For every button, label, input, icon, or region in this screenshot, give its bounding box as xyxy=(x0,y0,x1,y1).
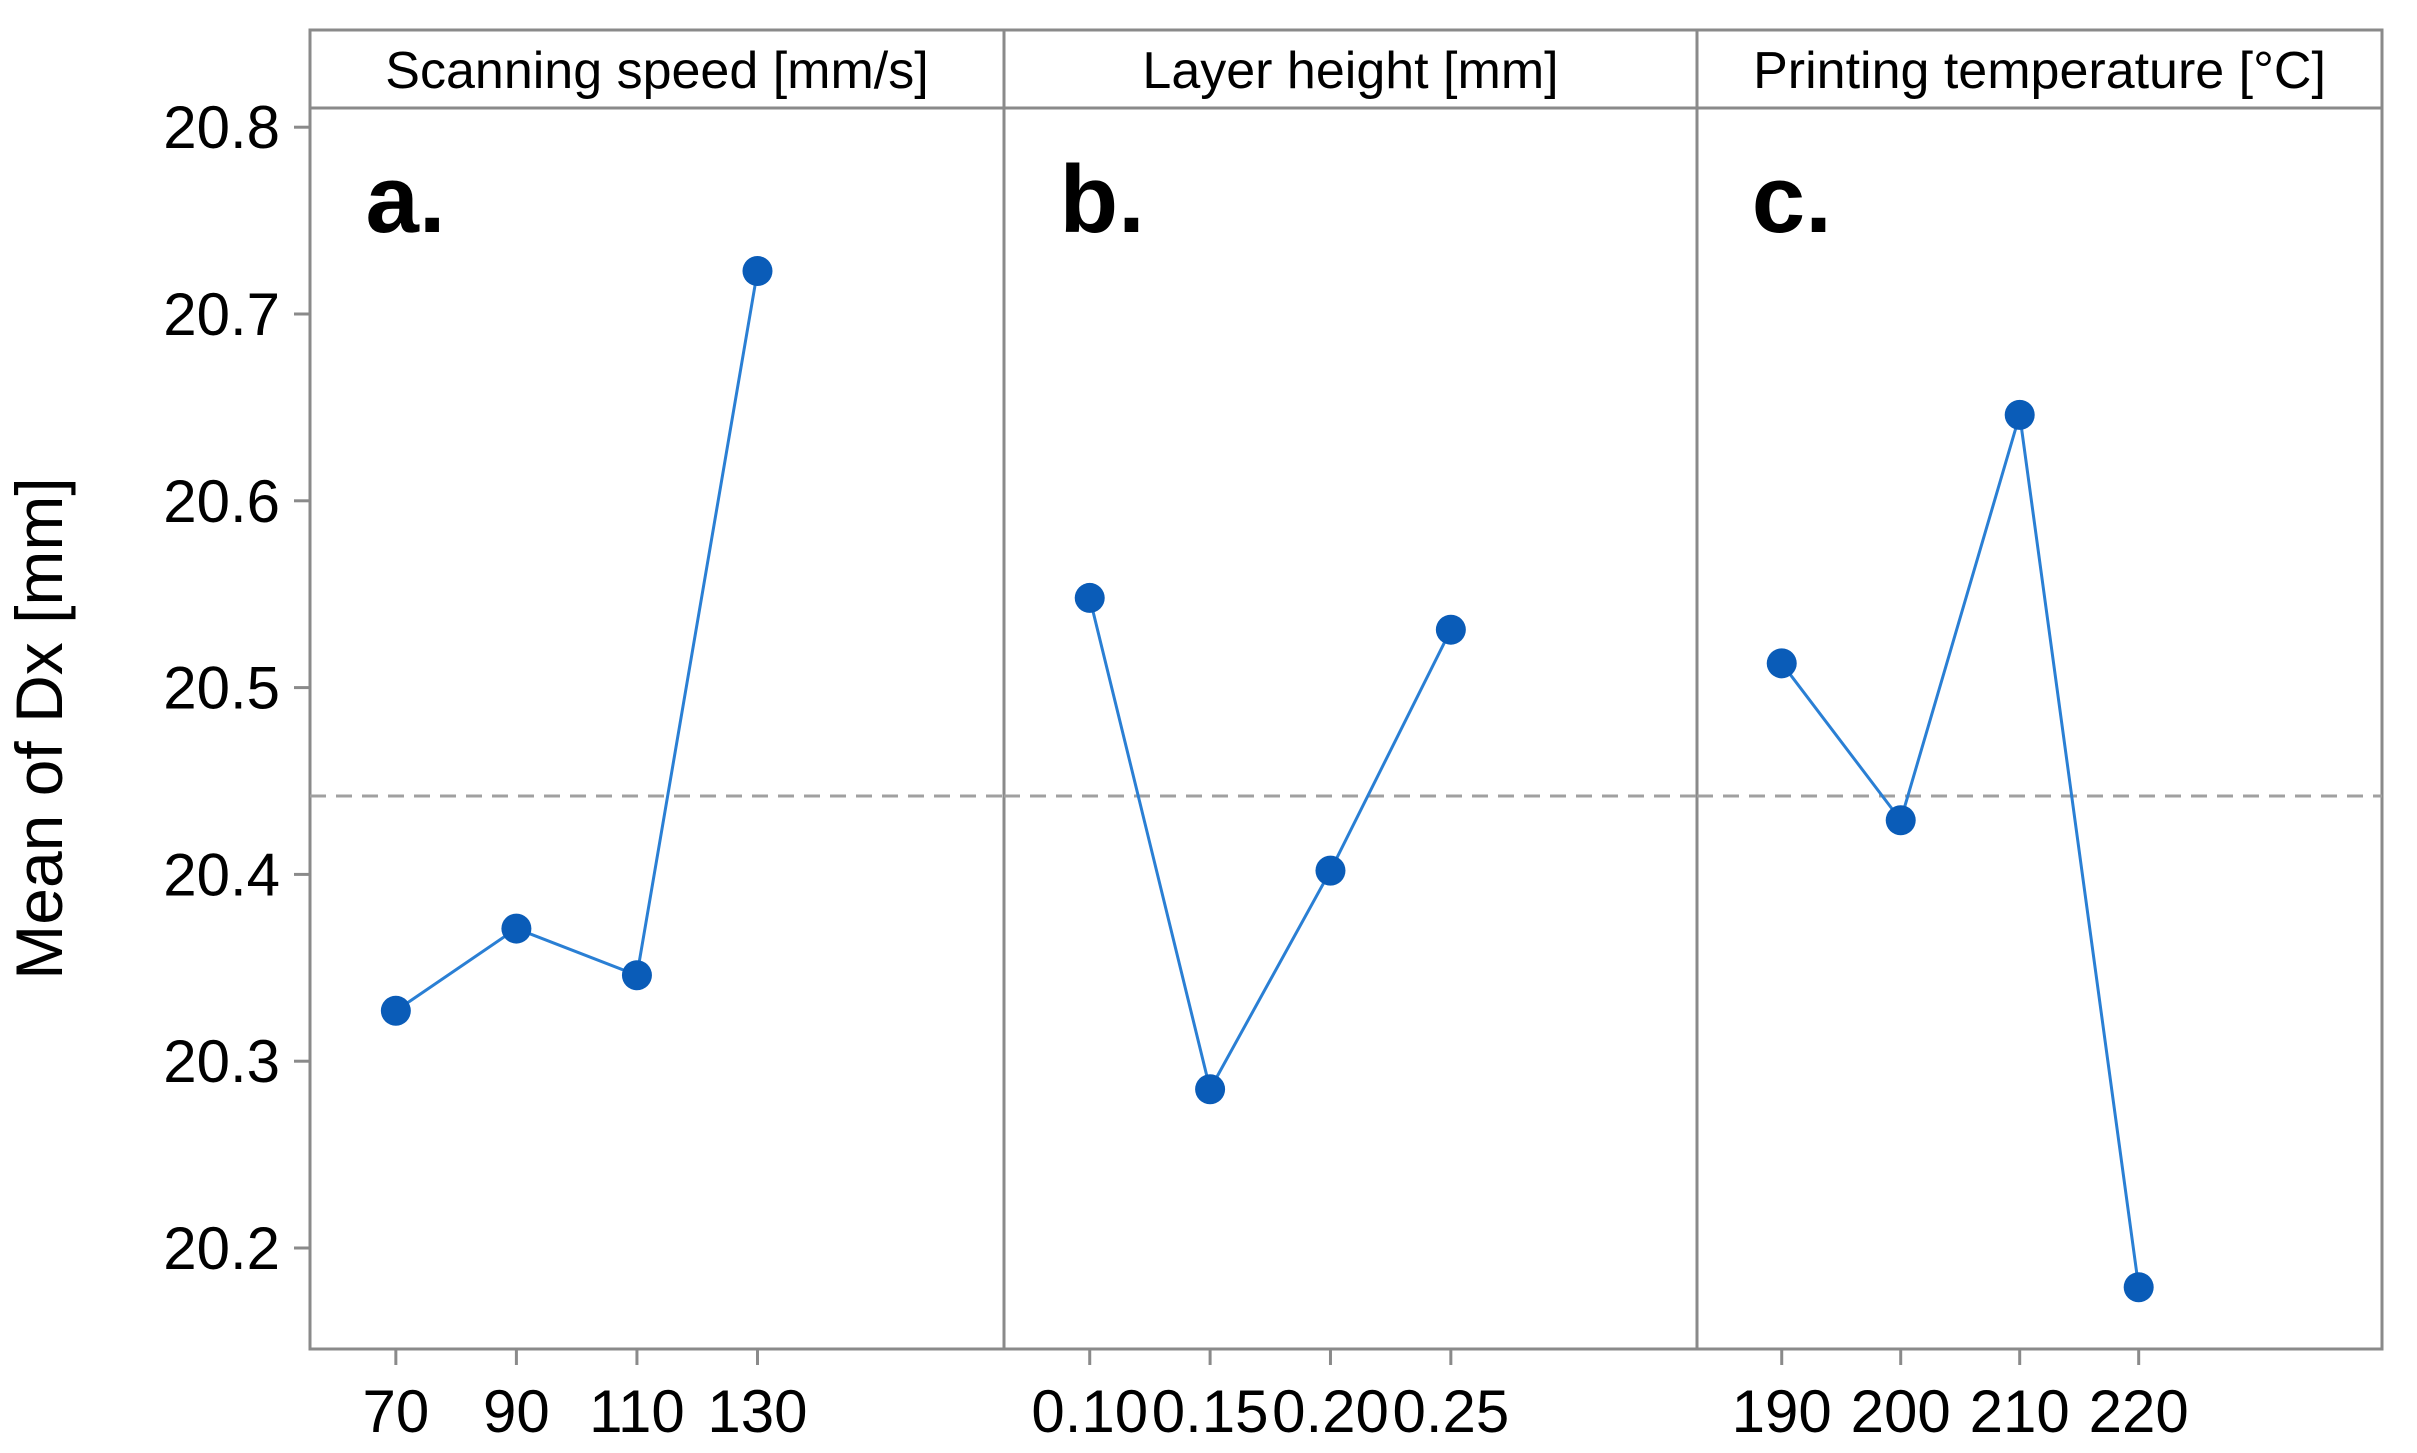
y-tick-label: 20.2 xyxy=(163,1215,280,1282)
y-tick-label: 20.3 xyxy=(163,1028,280,1095)
x-tick-label: 190 xyxy=(1732,1378,1832,1445)
y-axis-label: Mean of Dx [mm] xyxy=(2,477,76,979)
x-tick-label: 90 xyxy=(483,1378,550,1445)
data-point xyxy=(1766,648,1797,679)
y-tick-label: 20.7 xyxy=(163,281,280,348)
x-tick-label: 210 xyxy=(1970,1378,2070,1445)
data-point xyxy=(1885,805,1916,836)
panel-letter: c. xyxy=(1752,146,1832,253)
x-tick-label: 0.15 xyxy=(1152,1378,1269,1445)
series-lines xyxy=(395,270,2141,1288)
series-line xyxy=(1088,597,1453,1094)
data-point xyxy=(621,960,652,991)
series-line xyxy=(1780,414,2141,1288)
panel-letter: b. xyxy=(1059,146,1144,253)
series-markers xyxy=(380,256,2154,1303)
y-tick-label: 20.5 xyxy=(163,655,280,722)
x-tick-label: 130 xyxy=(707,1378,807,1445)
x-tick-label: 0.10 xyxy=(1031,1378,1148,1445)
panel-title: Printing temperature [°C] xyxy=(1753,42,2326,100)
y-tick-label: 20.8 xyxy=(163,94,280,161)
panel-letter: a. xyxy=(366,146,446,253)
chart-text: 20.2 20.3 20.4 20.5 20.6 20.7 20.8 Mean of Dx [… xyxy=(2,42,2326,1445)
x-tick-label: 200 xyxy=(1851,1378,1951,1445)
data-point xyxy=(2004,399,2035,430)
data-point xyxy=(742,256,773,287)
panel-title: Layer height [mm] xyxy=(1142,42,1558,100)
data-point xyxy=(2123,1272,2154,1303)
plot-border xyxy=(308,28,2384,1351)
x-tick-label: 70 xyxy=(362,1378,429,1445)
data-point xyxy=(1195,1074,1226,1105)
x-tick-label: 0.25 xyxy=(1392,1378,1509,1445)
data-point xyxy=(1315,855,1346,886)
data-point xyxy=(501,913,532,944)
data-point xyxy=(1435,614,1466,645)
x-tick-label: 0.20 xyxy=(1272,1378,1389,1445)
x-tick-label: 110 xyxy=(589,1378,685,1445)
y-tick-label: 20.4 xyxy=(163,841,280,908)
series-line xyxy=(395,270,759,1013)
panel-title: Scanning speed [mm/s] xyxy=(385,42,928,100)
data-point xyxy=(1074,582,1105,613)
x-tick-label: 220 xyxy=(2089,1378,2189,1445)
y-tick-label: 20.6 xyxy=(163,468,280,535)
plot-frame xyxy=(294,28,2384,1365)
data-point xyxy=(380,995,411,1026)
